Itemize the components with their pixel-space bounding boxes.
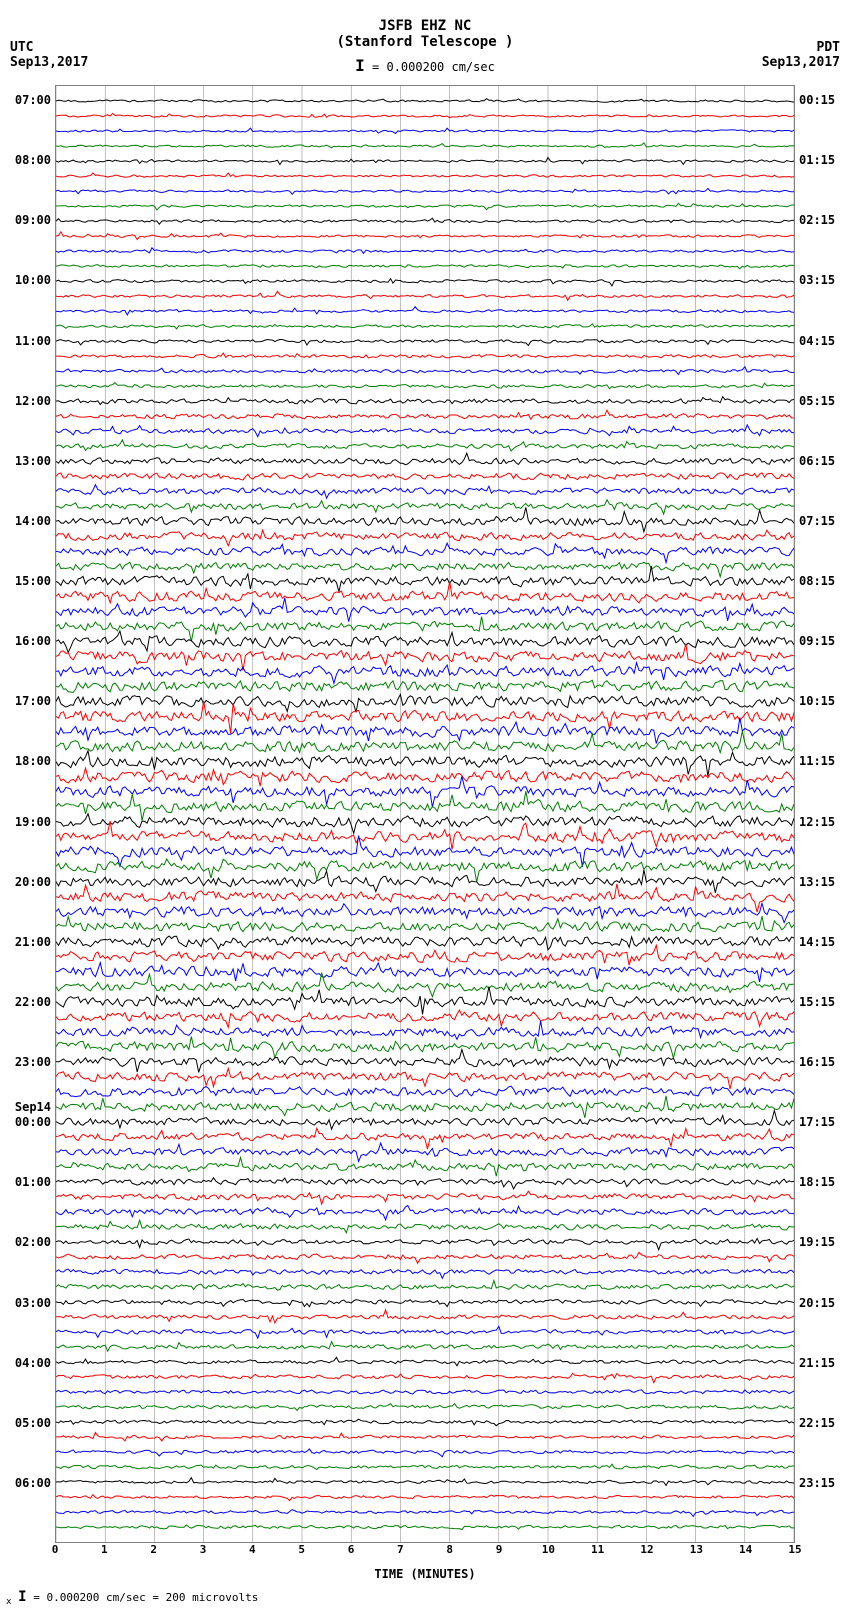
station-subtitle: (Stanford Telescope ) bbox=[0, 34, 850, 50]
left-time-label: 08:00 bbox=[15, 153, 51, 167]
footer-scale-text: = 0.000200 cm/sec = 200 microvolts bbox=[33, 1591, 258, 1604]
left-time-label: 12:00 bbox=[15, 394, 51, 408]
left-time-label: 01:00 bbox=[15, 1175, 51, 1189]
helicorder-svg bbox=[56, 86, 794, 1542]
right-time-label: 23:15 bbox=[799, 1476, 835, 1490]
x-tick: 0 bbox=[52, 1543, 59, 1556]
x-tick: 13 bbox=[690, 1543, 703, 1556]
left-time-label: 10:00 bbox=[15, 273, 51, 287]
left-time-label: 02:00 bbox=[15, 1235, 51, 1249]
x-tick: 9 bbox=[496, 1543, 503, 1556]
right-time-label: 13:15 bbox=[799, 875, 835, 889]
left-time-label: 20:00 bbox=[15, 875, 51, 889]
left-time-label: 13:00 bbox=[15, 454, 51, 468]
right-time-label: 06:15 bbox=[799, 454, 835, 468]
helicorder-container: JSFB EHZ NC (Stanford Telescope ) I = 0.… bbox=[0, 0, 850, 1613]
scale-bar-icon: I bbox=[355, 56, 365, 75]
left-time-label: 18:00 bbox=[15, 754, 51, 768]
right-time-label: 03:15 bbox=[799, 273, 835, 287]
scale-ref: I = 0.000200 cm/sec bbox=[355, 56, 495, 75]
x-tick: 11 bbox=[591, 1543, 604, 1556]
x-axis: 0123456789101112131415 bbox=[55, 1543, 795, 1563]
left-time-label: 07:00 bbox=[15, 93, 51, 107]
x-tick: 12 bbox=[640, 1543, 653, 1556]
x-tick: 5 bbox=[298, 1543, 305, 1556]
x-tick: 4 bbox=[249, 1543, 256, 1556]
station-title: JSFB EHZ NC bbox=[0, 18, 850, 34]
right-time-label: 09:15 bbox=[799, 634, 835, 648]
helicorder-plot bbox=[55, 85, 795, 1543]
left-time-label: 22:00 bbox=[15, 995, 51, 1009]
right-date: Sep13,2017 bbox=[762, 55, 840, 70]
right-time-label: 18:15 bbox=[799, 1175, 835, 1189]
left-date: Sep13,2017 bbox=[10, 55, 88, 70]
left-time-label: 09:00 bbox=[15, 213, 51, 227]
right-time-label: 20:15 bbox=[799, 1296, 835, 1310]
x-tick: 14 bbox=[739, 1543, 752, 1556]
left-time-label: 00:00 bbox=[15, 1115, 51, 1129]
right-time-label: 16:15 bbox=[799, 1055, 835, 1069]
x-tick: 8 bbox=[446, 1543, 453, 1556]
x-tick: 7 bbox=[397, 1543, 404, 1556]
x-tick: 6 bbox=[348, 1543, 355, 1556]
right-time-label: 00:15 bbox=[799, 93, 835, 107]
left-time-label: 05:00 bbox=[15, 1416, 51, 1430]
left-timezone: UTC bbox=[10, 40, 33, 55]
x-tick: 10 bbox=[542, 1543, 555, 1556]
left-time-label: 19:00 bbox=[15, 815, 51, 829]
x-axis-label: TIME (MINUTES) bbox=[0, 1567, 850, 1581]
left-time-label: 11:00 bbox=[15, 334, 51, 348]
x-tick: 1 bbox=[101, 1543, 108, 1556]
header: JSFB EHZ NC (Stanford Telescope ) I = 0.… bbox=[0, 18, 850, 75]
right-time-label: 17:15 bbox=[799, 1115, 835, 1129]
right-time-label: 12:15 bbox=[799, 815, 835, 829]
left-time-label: 16:00 bbox=[15, 634, 51, 648]
x-tick: 3 bbox=[200, 1543, 207, 1556]
footer-scale: x I = 0.000200 cm/sec = 200 microvolts bbox=[6, 1589, 258, 1607]
right-time-label: 22:15 bbox=[799, 1416, 835, 1430]
scale-text: = 0.000200 cm/sec bbox=[372, 60, 495, 74]
left-time-label: 14:00 bbox=[15, 514, 51, 528]
right-time-label: 05:15 bbox=[799, 394, 835, 408]
left-time-label: 23:00 bbox=[15, 1055, 51, 1069]
right-time-label: 07:15 bbox=[799, 514, 835, 528]
left-date-marker: Sep14 bbox=[15, 1100, 51, 1114]
right-time-label: 02:15 bbox=[799, 213, 835, 227]
left-time-label: 21:00 bbox=[15, 935, 51, 949]
left-time-label: 15:00 bbox=[15, 574, 51, 588]
right-time-label: 14:15 bbox=[799, 935, 835, 949]
right-time-label: 19:15 bbox=[799, 1235, 835, 1249]
right-time-label: 01:15 bbox=[799, 153, 835, 167]
right-time-label: 21:15 bbox=[799, 1356, 835, 1370]
right-time-label: 04:15 bbox=[799, 334, 835, 348]
right-time-label: 08:15 bbox=[799, 574, 835, 588]
x-tick: 2 bbox=[150, 1543, 157, 1556]
right-time-label: 11:15 bbox=[799, 754, 835, 768]
left-time-label: 06:00 bbox=[15, 1476, 51, 1490]
right-time-label: 15:15 bbox=[799, 995, 835, 1009]
x-tick: 15 bbox=[788, 1543, 801, 1556]
right-time-label: 10:15 bbox=[799, 694, 835, 708]
right-timezone: PDT bbox=[817, 40, 840, 55]
left-time-label: 17:00 bbox=[15, 694, 51, 708]
left-time-label: 04:00 bbox=[15, 1356, 51, 1370]
left-time-label: 03:00 bbox=[15, 1296, 51, 1310]
